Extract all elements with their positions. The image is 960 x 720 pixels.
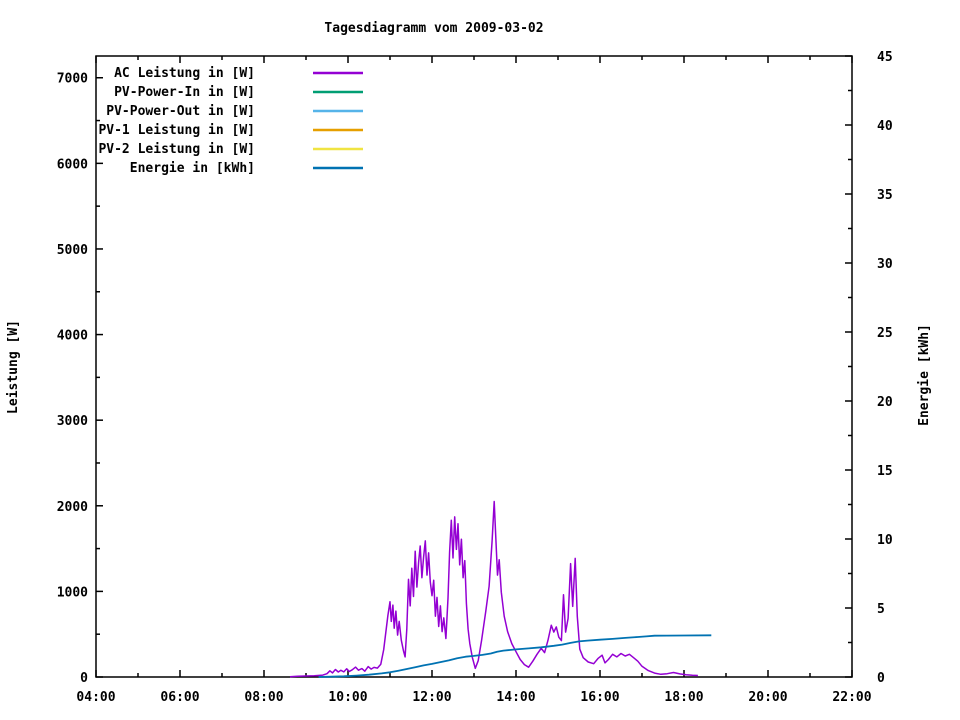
series-line-energie-in-kwh- [318, 634, 712, 678]
x-tick-label: 06:00 [160, 690, 199, 705]
x-tick-label: 18:00 [664, 690, 703, 705]
y-right-axis-label: Energie [kWh] [917, 324, 932, 426]
y-right-tick-label: 10 [877, 533, 893, 548]
series-lines [289, 500, 712, 678]
y-right-tick-label: 5 [877, 602, 885, 617]
legend-label: Energie in [kWh] [130, 161, 255, 176]
chart-title: Tagesdiagramm vom 2009-03-02 [324, 21, 543, 36]
y-right-tick-label: 20 [877, 395, 893, 410]
y-left-tick-label: 0 [80, 671, 88, 686]
y-right-tick-label: 0 [877, 671, 885, 686]
y-left-tick-label: 3000 [57, 414, 88, 429]
legend-label: PV-2 Leistung in [W] [98, 142, 255, 157]
y-right-tick-label: 30 [877, 257, 893, 272]
y-right-tick-label: 35 [877, 188, 893, 203]
y-right-tick-label: 25 [877, 326, 893, 341]
y-right-tick-label: 15 [877, 464, 893, 479]
x-tick-label: 14:00 [496, 690, 535, 705]
legend-label: PV-Power-Out in [W] [106, 104, 255, 119]
y-left-tick-label: 6000 [57, 157, 88, 172]
y-right-tick-label: 45 [877, 50, 893, 65]
series-line-ac-leistung-in-w- [289, 500, 698, 678]
y-left-tick-label: 7000 [57, 72, 88, 87]
x-tick-label: 12:00 [412, 690, 451, 705]
y-left-tick-label: 4000 [57, 329, 88, 344]
x-tick-label: 10:00 [328, 690, 367, 705]
y-right-tick-label: 40 [877, 119, 893, 134]
x-tick-label: 16:00 [580, 690, 619, 705]
x-tick-label: 20:00 [748, 690, 787, 705]
x-tick-label: 22:00 [832, 690, 871, 705]
x-tick-label: 08:00 [244, 690, 283, 705]
legend: AC Leistung in [W] PV-Power-In in [W] PV-P… [98, 66, 363, 176]
plot-area: 04:00 06:00 08:00 10:00 12:00 14:00 16:00 18:00… [57, 50, 893, 705]
y-left-axis-label: Leistung [W] [6, 320, 21, 414]
legend-label: PV-1 Leistung in [W] [98, 123, 255, 138]
legend-label: AC Leistung in [W] [114, 66, 255, 81]
y-left-tick-label: 5000 [57, 243, 88, 258]
y-left-tick-label: 1000 [57, 585, 88, 600]
y-left-tick-label: 2000 [57, 500, 88, 515]
legend-label: PV-Power-In in [W] [114, 85, 255, 100]
x-tick-label: 04:00 [76, 690, 115, 705]
